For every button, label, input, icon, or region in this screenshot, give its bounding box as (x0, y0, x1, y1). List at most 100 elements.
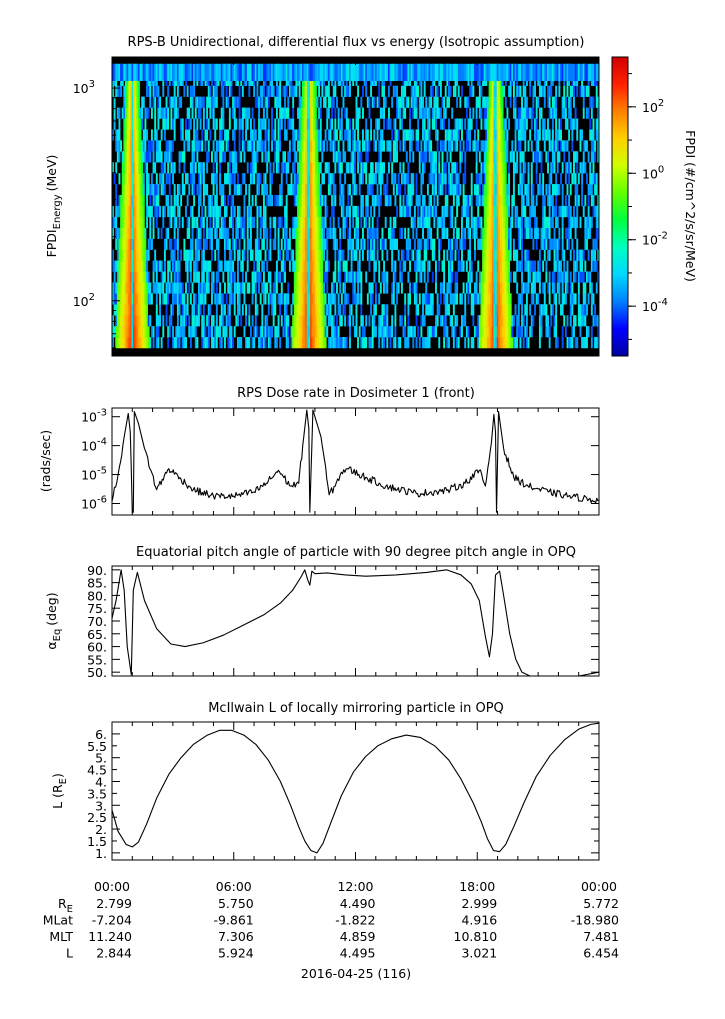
spectrogram-cell (595, 227, 598, 239)
spectrogram-cell (183, 315, 186, 327)
spectrogram-cell (214, 194, 217, 207)
spectrogram-cell (386, 140, 389, 152)
spectrogram-cell (456, 173, 459, 185)
spectrogram-cell (597, 205, 599, 218)
spectrogram-cell (547, 326, 549, 338)
spectrogram-cell (496, 85, 499, 97)
spectrogram-cell (508, 337, 511, 349)
spectrogram-cell (112, 260, 114, 272)
spectrogram-cell (147, 282, 150, 294)
spectrogram-cell (133, 129, 136, 141)
spectrogram-cell (124, 96, 127, 108)
spectrogram-cell (313, 260, 316, 272)
spectrogram-cell (214, 205, 217, 218)
spectrogram-cell (230, 337, 233, 349)
spectrogram-cell (493, 151, 496, 163)
spectrogram-cell (353, 184, 356, 196)
spectrogram-cell (438, 238, 441, 250)
spectrogram-cell (332, 227, 335, 239)
spectrogram-cell (540, 151, 543, 163)
spectrogram-cell (134, 162, 137, 174)
spectrogram-cell (123, 151, 126, 163)
spectrogram-cell (360, 162, 363, 174)
spectrogram-cell (329, 118, 332, 130)
spectrogram-cell (173, 96, 176, 108)
spectrogram-cell (146, 107, 149, 119)
spectrogram-cell (274, 118, 277, 130)
spectrogram-cell (300, 216, 303, 229)
spectrogram-cell (251, 249, 254, 261)
spectrogram-cell (301, 205, 304, 218)
spectrogram-cell (258, 337, 261, 349)
spectrogram-cell (128, 238, 131, 250)
spectrogram-cell (329, 129, 332, 141)
spectrogram-cell (253, 85, 256, 97)
spectrogram-cell (230, 282, 233, 294)
spectrogram-cell (423, 118, 426, 130)
spectrogram-cell (139, 184, 142, 196)
spectrogram-cell (499, 271, 502, 283)
spectrogram-cell (150, 63, 153, 81)
spectrogram-cell (378, 96, 381, 108)
spectrogram-cell (496, 184, 499, 196)
spectrogram-cell (373, 194, 376, 207)
spectrogram-cell (509, 315, 512, 327)
spectrogram-cell (443, 107, 446, 119)
spectrogram-cell (128, 271, 131, 283)
spectrogram-cell (475, 107, 478, 119)
spectrogram-cell (222, 63, 225, 81)
spectrogram-cell (326, 227, 329, 239)
spectrogram-cell (165, 194, 168, 207)
spectrogram-cell (222, 271, 225, 283)
spectrogram-cell (498, 249, 501, 261)
spectrogram-cell (165, 173, 168, 185)
spectrogram-cell (501, 260, 504, 272)
spectrogram-cell (154, 96, 157, 108)
spectrogram-cell (579, 315, 582, 327)
spectrogram-cell (472, 315, 475, 327)
spectrogram-cell (112, 162, 114, 174)
spectrogram-cell (355, 227, 358, 239)
spectrogram-cell (443, 315, 446, 327)
spectrogram-cell (399, 140, 402, 152)
spectrogram-cell (212, 337, 215, 349)
spectrogram-cell (316, 271, 319, 283)
spectrogram-cell (290, 249, 293, 261)
spectrogram-cell (503, 337, 506, 349)
spectrogram-cell (488, 205, 491, 218)
spectrogram-cell (258, 107, 261, 119)
spectrogram-cell (329, 173, 332, 185)
spectrogram-cell (486, 282, 489, 294)
spectrogram-cell (163, 249, 166, 261)
spectrogram-cell (222, 140, 225, 152)
spectrogram-cell (417, 260, 420, 272)
spectrogram-cell (355, 249, 358, 261)
spectrogram-cell (555, 184, 558, 196)
spectrogram-cell (284, 205, 286, 218)
spectrogram-cell (232, 107, 235, 119)
spectrogram-cell (116, 238, 119, 250)
spectrogram-cell (336, 129, 338, 141)
spectrogram-cell (474, 238, 476, 250)
spectrogram-cell (472, 227, 475, 239)
spectrogram-cell (313, 140, 316, 152)
spectrogram-cell (264, 118, 267, 130)
spectrogram-cell (462, 140, 465, 152)
spectrogram-cell (426, 205, 429, 218)
spectrogram-cell (511, 205, 514, 218)
spectrogram-cell (287, 107, 290, 119)
spectrogram-cell (446, 194, 449, 207)
spectrogram-cell (212, 282, 215, 294)
spectrogram-cell (336, 326, 338, 338)
spectrogram-cell (292, 293, 295, 305)
spectrogram-cell (368, 260, 371, 272)
spectrogram-cell (237, 227, 239, 239)
spectrogram-cell (280, 282, 283, 294)
spectrogram-cell (498, 173, 501, 185)
spectrogram-cell (212, 96, 215, 108)
spectrogram-cell (123, 337, 126, 349)
spectrogram-cell (587, 184, 590, 196)
spectrogram-cell (420, 184, 423, 196)
spectrogram-cell (173, 129, 176, 141)
spectrogram-cell (521, 118, 523, 130)
